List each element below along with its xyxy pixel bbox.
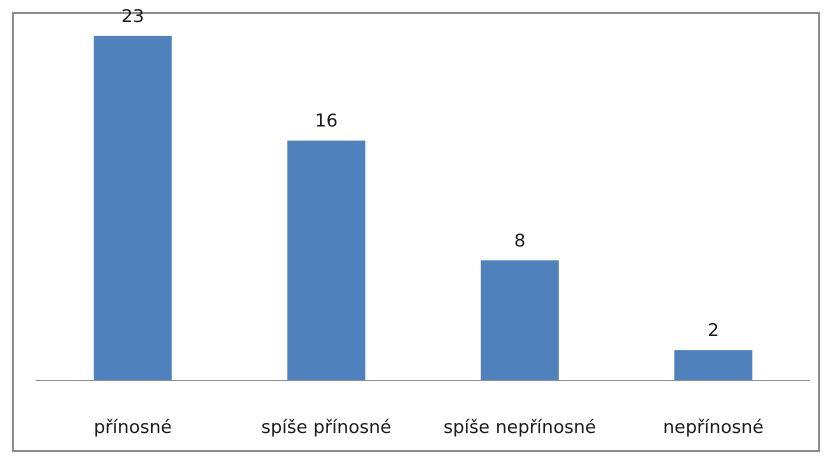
- category-label-1: přínosné: [94, 417, 172, 438]
- category-label-4: nepřínosné: [663, 417, 764, 438]
- data-label-4: 2: [708, 320, 719, 341]
- category-label-3: spíše nepřínosné: [444, 417, 597, 438]
- bar-4: [674, 350, 753, 380]
- data-label-1: 23: [121, 6, 144, 27]
- bar-2: [287, 140, 366, 380]
- bar-1: [93, 35, 172, 381]
- data-label-2: 16: [315, 111, 338, 132]
- data-label-3: 8: [514, 230, 525, 251]
- category-labels-layer: přínosné spíše přínosné spíše nepřínosné ne…: [94, 417, 764, 438]
- bar-3: [480, 260, 559, 380]
- data-labels-layer: 23 16 8 2: [121, 6, 719, 341]
- category-label-2: spíše přínosné: [261, 417, 391, 438]
- bars-layer: [93, 35, 753, 381]
